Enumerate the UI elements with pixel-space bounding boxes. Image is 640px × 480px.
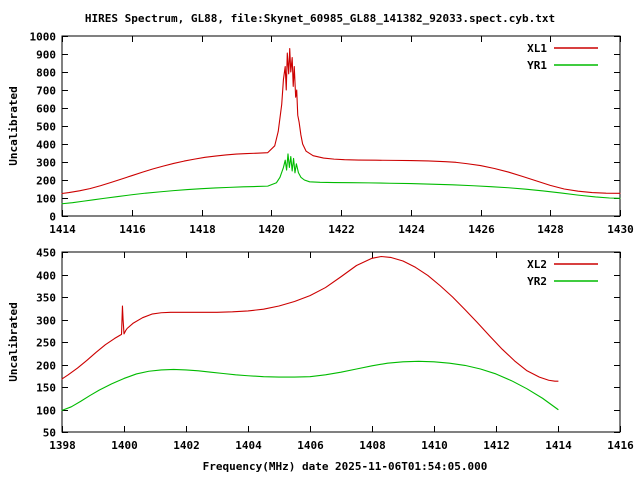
y-tick-label: 250 bbox=[36, 337, 56, 350]
x-tick-label: 1418 bbox=[189, 223, 216, 236]
x-tick-label: 1416 bbox=[119, 223, 146, 236]
y-tick-label: 50 bbox=[43, 427, 56, 440]
x-tick-label: 1412 bbox=[483, 439, 510, 452]
x-tick-label: 1414 bbox=[545, 439, 572, 452]
x-tick-label: 1408 bbox=[359, 439, 386, 452]
y-tick-label: 400 bbox=[36, 270, 56, 283]
x-tick-label: 1402 bbox=[173, 439, 200, 452]
legend-label-xl2: XL2 bbox=[527, 258, 547, 271]
y-tick-label: 100 bbox=[36, 405, 56, 418]
x-tick-label: 1424 bbox=[398, 223, 425, 236]
x-tick-label: 1420 bbox=[258, 223, 285, 236]
x-tick-label: 1398 bbox=[49, 439, 76, 452]
y-axis-label: Uncalibrated bbox=[7, 86, 20, 165]
y-tick-label: 900 bbox=[36, 49, 56, 62]
y-tick-label: 150 bbox=[36, 382, 56, 395]
y-tick-label: 300 bbox=[36, 315, 56, 328]
x-tick-label: 1414 bbox=[49, 223, 76, 236]
x-tick-label: 1404 bbox=[235, 439, 262, 452]
x-tick-label: 1410 bbox=[421, 439, 448, 452]
y-tick-label: 200 bbox=[36, 360, 56, 373]
y-tick-label: 200 bbox=[36, 175, 56, 188]
legend-label-yr2: YR2 bbox=[527, 275, 547, 288]
figure-title: HIRES Spectrum, GL88, file:Skynet_60985_… bbox=[85, 12, 555, 25]
x-tick-label: 1426 bbox=[468, 223, 495, 236]
y-tick-label: 800 bbox=[36, 67, 56, 80]
series-line-yr2 bbox=[61, 360, 559, 411]
x-tick-label: 1430 bbox=[607, 223, 634, 236]
y-tick-label: 400 bbox=[36, 139, 56, 152]
legend-label-yr1: YR1 bbox=[527, 59, 547, 72]
series-line-yr1 bbox=[61, 153, 621, 205]
series-line-xl2 bbox=[61, 255, 559, 382]
y-tick-label: 300 bbox=[36, 157, 56, 170]
y-tick-label: 100 bbox=[36, 193, 56, 206]
y-tick-label: 350 bbox=[36, 292, 56, 305]
panel-bottom: 1398 1400 1402 1404 1406 1408 1410 1412 1414 1416… bbox=[7, 247, 634, 453]
y-tick-label: 1000 bbox=[30, 31, 57, 44]
legend-label-xl1: XL1 bbox=[527, 42, 547, 55]
x-tick-label: 1422 bbox=[328, 223, 355, 236]
panel-top: 1414 1416 1418 1420 1422 1424 1426 1428 1430 0 100… bbox=[7, 31, 634, 237]
y-tick-label: 700 bbox=[36, 85, 56, 98]
x-tick-label: 1400 bbox=[111, 439, 138, 452]
x-tick-label: 1428 bbox=[537, 223, 564, 236]
x-tick-label: 1406 bbox=[297, 439, 324, 452]
y-tick-label: 0 bbox=[49, 211, 56, 224]
y-tick-label: 600 bbox=[36, 103, 56, 116]
x-axis-label-footer: Frequency(MHz) date 2025-11-06T01:54:05.… bbox=[203, 460, 488, 473]
y-tick-label: 500 bbox=[36, 121, 56, 134]
series-line-xl1 bbox=[61, 48, 621, 195]
x-tick-label: 1416 bbox=[607, 439, 634, 452]
y-axis-label: Uncalibrated bbox=[7, 302, 20, 381]
y-tick-label: 450 bbox=[36, 247, 56, 260]
